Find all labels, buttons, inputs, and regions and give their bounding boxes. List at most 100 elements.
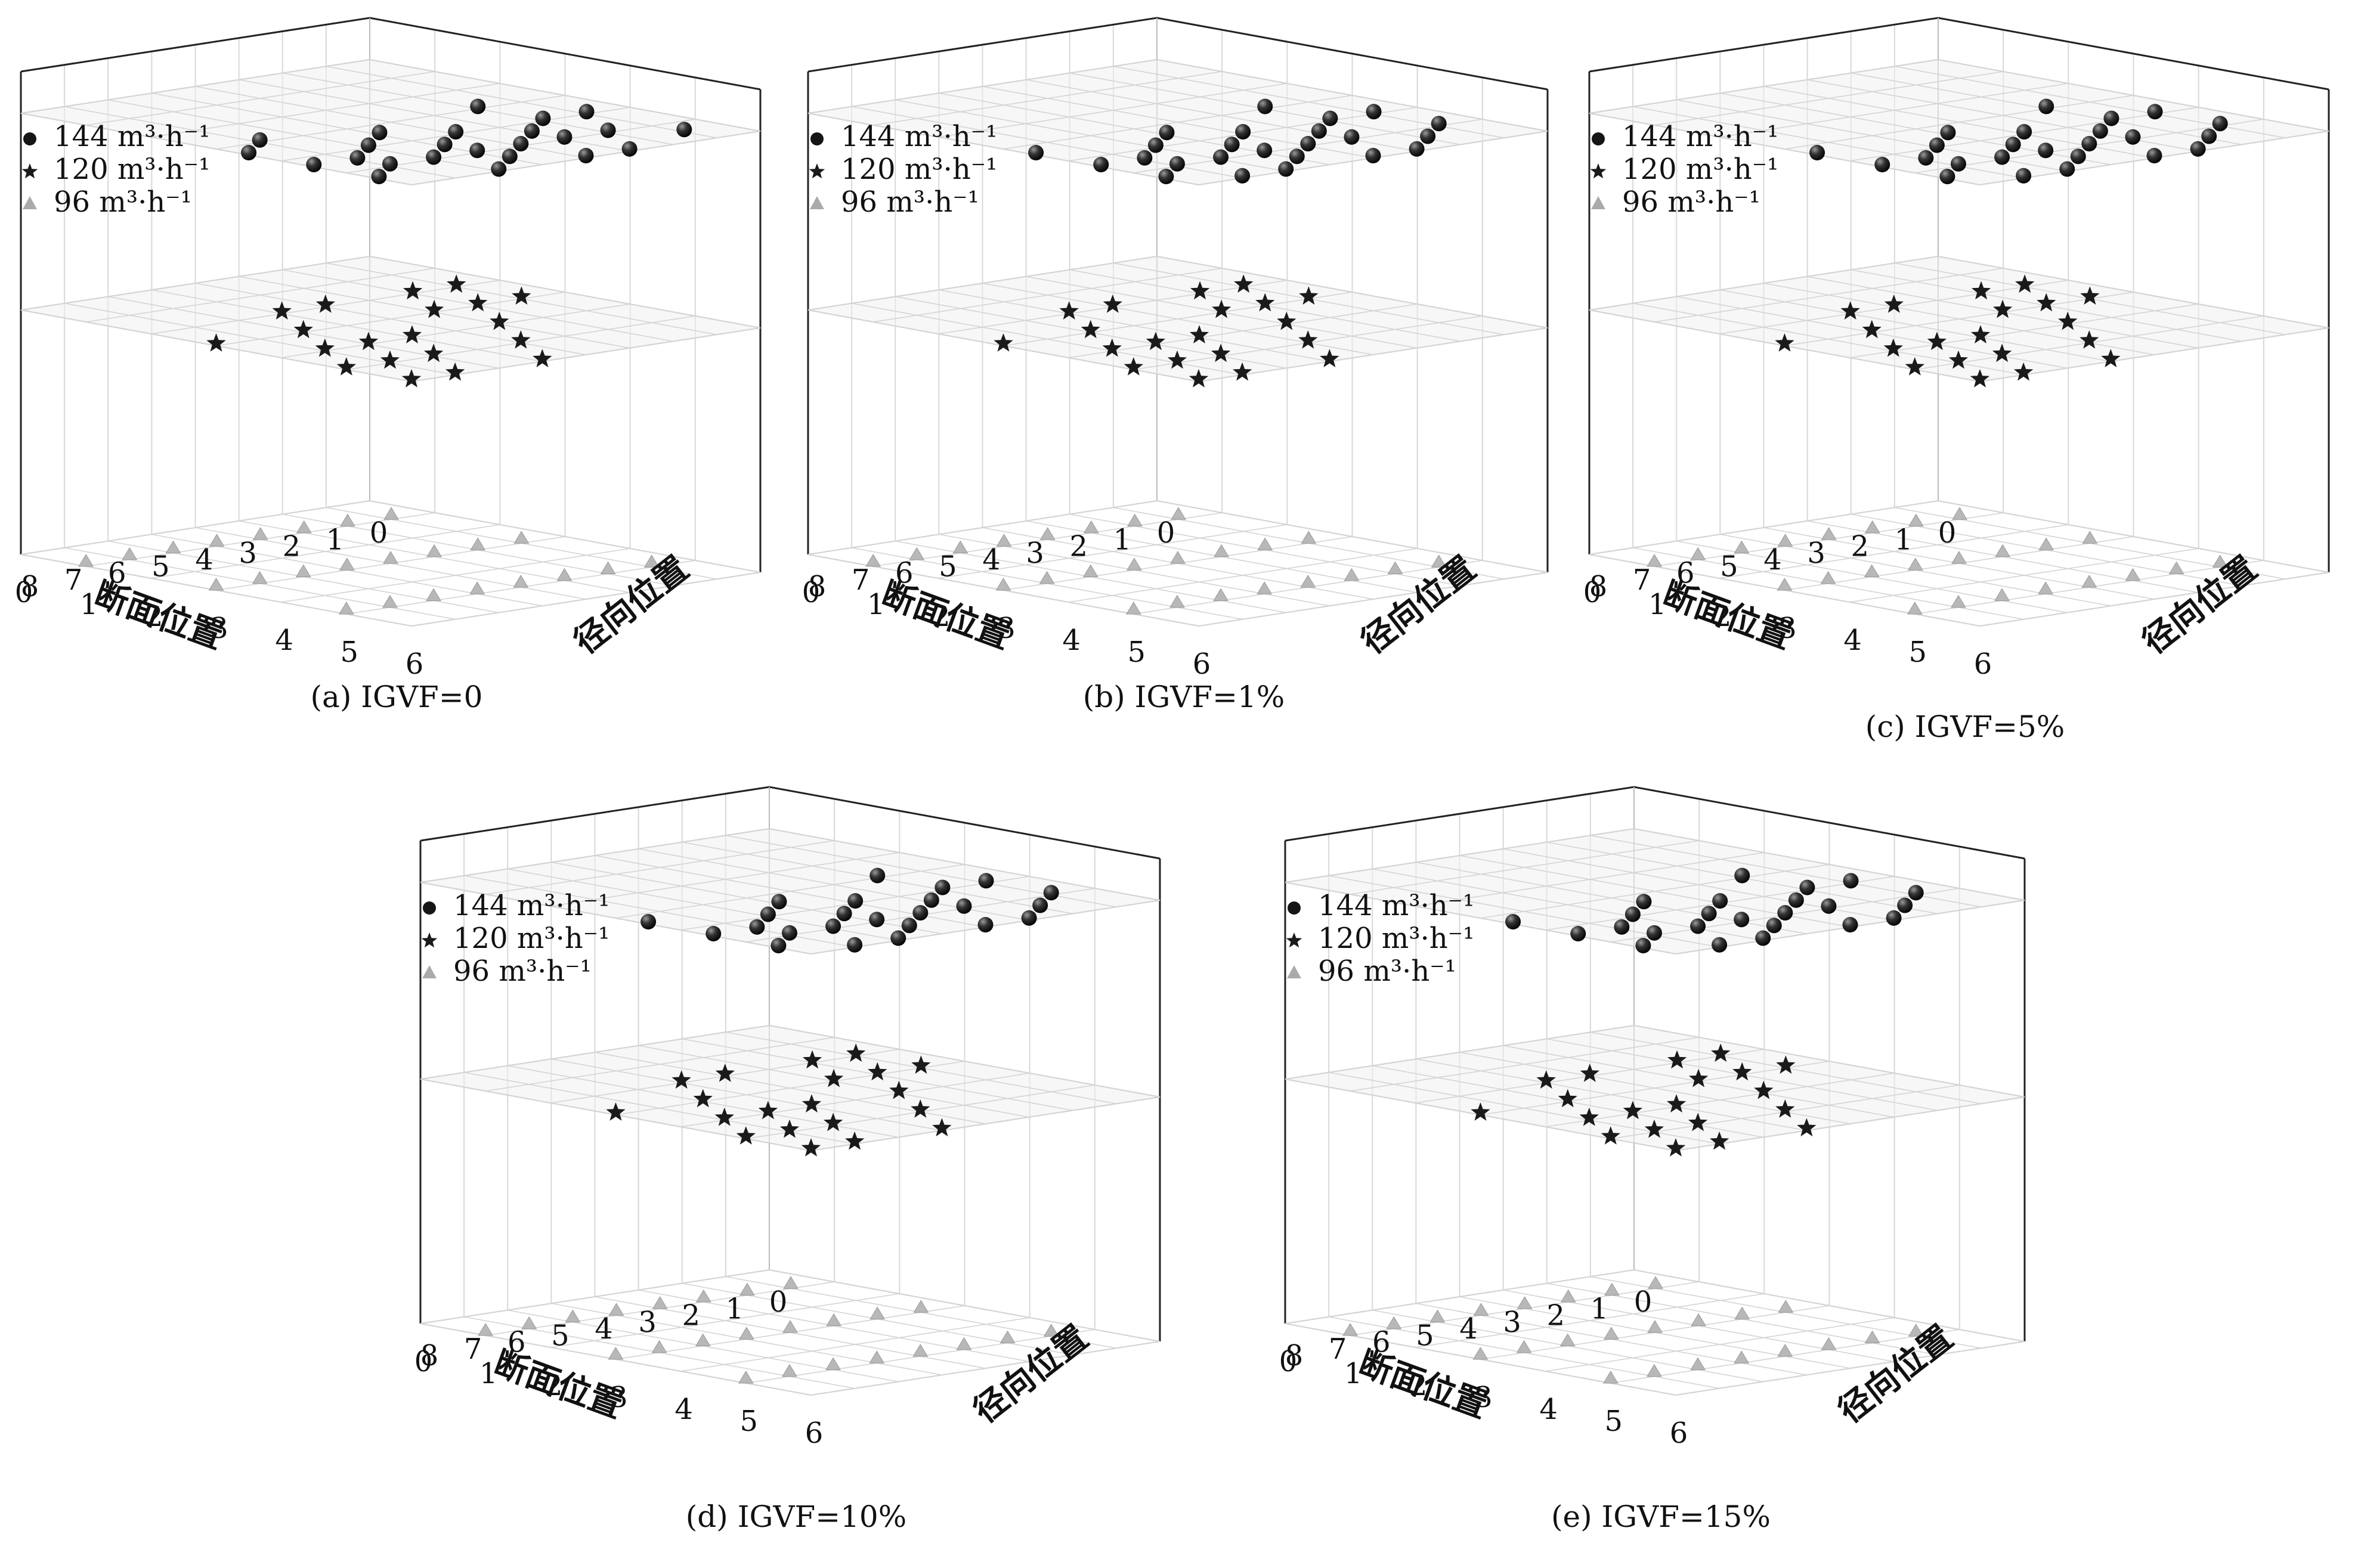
data-point-circle (2201, 128, 2217, 144)
data-point-circle (1505, 914, 1521, 929)
data-point-triangle (1429, 1309, 1446, 1322)
x-tick-label: 1 (1590, 1292, 1609, 1325)
legend-label: 144 m³·h⁻¹ (453, 889, 609, 922)
data-point-circle (524, 123, 540, 139)
y-tick-label: 4 (1539, 1393, 1558, 1426)
data-point-star (2080, 286, 2100, 305)
data-point-star (1948, 350, 1969, 369)
series-star (606, 1043, 952, 1157)
plane-gridline (20, 59, 370, 114)
data-point-star (403, 281, 423, 300)
data-point-triangle (1777, 1344, 1793, 1357)
data-point-star (1212, 299, 1231, 318)
data-point-triangle (1777, 578, 1793, 591)
data-point-star (1905, 357, 1924, 376)
data-point-circle (676, 122, 692, 138)
plane-gridline (86, 268, 435, 323)
data-point-circle (901, 918, 917, 934)
data-point-circle (869, 912, 885, 928)
data-point-triangle (782, 1364, 797, 1377)
data-point-star (2015, 274, 2035, 293)
data-point-triangle (1386, 1316, 1402, 1330)
y-tick-label: 0 (15, 576, 33, 609)
x-tick-label: 3 (1503, 1306, 1521, 1339)
caption-c: (c) IGVF=5% (1865, 709, 2065, 744)
data-point-triangle (652, 1296, 668, 1309)
plane-gridline (1849, 303, 2199, 358)
data-point-triangle (2038, 581, 2054, 594)
data-point-triangle (1213, 588, 1228, 601)
data-point-circle (2005, 137, 2021, 153)
plane-gridline (1003, 292, 1353, 346)
data-point-star (1970, 325, 1991, 343)
data-point-star (1558, 1089, 1577, 1108)
caption-e: (e) IGVF=15% (1551, 1499, 1771, 1534)
data-point-star (1732, 1062, 1752, 1081)
plane-gridline (1285, 1025, 1635, 1080)
data-point-triangle (651, 1340, 667, 1353)
data-point-triangle (739, 1282, 755, 1296)
data-point-circle (1994, 149, 2010, 165)
plane-gridline (1979, 572, 2329, 627)
data-point-triangle (999, 1330, 1016, 1343)
data-point-star (447, 274, 466, 293)
data-point-triangle (1257, 537, 1273, 550)
legend-star-icon (809, 163, 825, 179)
data-point-star (1644, 1119, 1664, 1138)
plane-gridline (938, 83, 1288, 138)
data-point-circle (1235, 124, 1251, 140)
x-tick-label: 5 (1416, 1319, 1434, 1352)
data-point-triangle (513, 531, 530, 544)
x-tick-label: 2 (1850, 530, 1869, 563)
legend-label: 144 m³·h⁻¹ (54, 120, 210, 153)
data-point-circle (1939, 169, 1955, 184)
y-tick-label: 3 (997, 612, 1016, 645)
data-point-triangle (783, 1276, 799, 1289)
data-point-circle (2092, 123, 2108, 139)
plane-gridline (807, 500, 1158, 555)
x-tick-label: 0 (370, 516, 388, 550)
x-tick-label: 4 (1763, 543, 1782, 577)
data-point-circle (1636, 894, 1652, 910)
y-tick-label: 5 (341, 636, 359, 669)
data-point-star (1776, 1055, 1796, 1074)
plane-gridline (1589, 256, 1939, 311)
x-axis-label: 断面位置 (877, 575, 1016, 657)
plane-gridline (680, 1073, 1030, 1127)
plane-gridline (1068, 303, 1418, 358)
data-point-circle (825, 918, 841, 934)
y-tick-label: 5 (1909, 636, 1927, 669)
data-point-triangle (556, 568, 573, 581)
data-point-star (1797, 1118, 1817, 1136)
data-point-circle (1322, 110, 1338, 126)
data-point-triangle (1604, 1282, 1620, 1296)
data-point-triangle (1342, 1323, 1359, 1336)
data-point-star (1862, 320, 1882, 339)
legend-label: 120 m³·h⁻¹ (1622, 153, 1778, 186)
data-point-circle (956, 898, 972, 914)
data-point-star (889, 1080, 909, 1099)
data-point-triangle (782, 1320, 798, 1333)
x-tick-label: 8 (1589, 570, 1608, 603)
data-point-circle (371, 169, 387, 184)
data-point-triangle (1257, 581, 1273, 594)
data-point-triangle (295, 564, 311, 577)
series-circle (1809, 98, 2228, 184)
data-point-circle (349, 150, 366, 166)
plane-gridline (1545, 1317, 1895, 1372)
y-tick-label: 5 (1605, 1405, 1623, 1438)
data-point-triangle (1300, 575, 1316, 588)
data-point-star (671, 1070, 691, 1089)
data-point-circle (923, 892, 939, 908)
data-point-circle (1701, 906, 1717, 922)
data-point-triangle (1214, 544, 1230, 557)
y-tick-label: 0 (1279, 1345, 1298, 1378)
data-point-triangle (165, 540, 181, 553)
x-tick-label: 4 (195, 543, 213, 577)
data-point-circle (1311, 123, 1327, 139)
plane-gridline (485, 1037, 835, 1092)
x-tick-label: 8 (21, 570, 39, 603)
